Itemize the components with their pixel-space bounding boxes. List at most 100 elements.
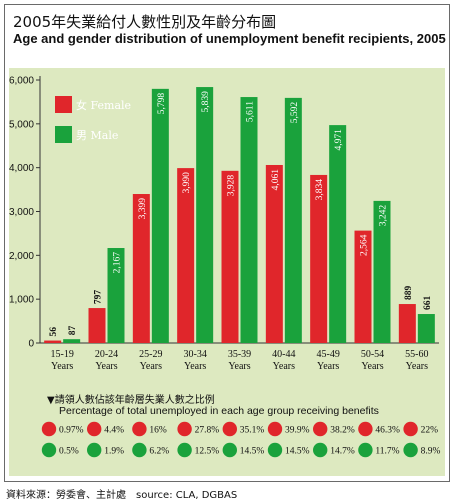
rate-dot-female-30-34 [177,421,192,437]
rate-value-female-20-24: 4.4% [104,426,124,436]
x-tick-label: 35-39 [228,349,251,360]
legend-swatch-female [55,96,72,113]
y-tick-label: 0 [28,339,34,350]
bar-female-55-60 [398,304,416,343]
rate-value-female-25-29: 16% [149,426,167,436]
rate-dot-male-40-44 [267,442,283,458]
bar-female-40-44 [265,164,283,343]
rate-dot-female-45-49 [313,421,328,437]
x-tick-unit: Years [95,361,117,372]
rate-section-heading: ▼請領人數佔該年齡層失業人數之比例 [47,395,215,406]
value-label-female-45-49: 3,834 [315,179,325,201]
bar-male-45-49 [329,125,347,344]
y-tick-label: 1,000 [9,295,34,306]
legend-label-female: 女 Female [76,98,131,112]
bar-female-50-54 [354,230,372,343]
rate-dot-female-55-60 [403,421,418,437]
value-label-female-50-54: 2,564 [360,234,370,256]
x-tick-label: 55-60 [405,349,428,360]
y-tick-label: 2,000 [9,251,34,262]
rate-dot-female-20-24 [87,421,102,437]
rate-value-male-45-49: 14.7% [330,447,355,457]
x-tick-label: 45-49 [316,349,339,360]
bar-female-35-39 [221,170,239,343]
value-label-female-25-29: 3,399 [138,198,148,220]
bar-female-25-29 [132,194,150,343]
rate-dot-male-25-29 [132,442,147,458]
rate-dot-male-15-19 [41,442,57,458]
rate-value-male-35-39: 14.5% [240,447,265,457]
value-label-female-30-34: 3,990 [182,172,192,194]
bar-female-30-34 [177,168,195,343]
rate-dot-male-55-60 [403,442,418,458]
rate-value-male-15-19: 0.5% [59,447,79,457]
bar-male-55-60 [417,314,435,343]
rate-value-female-30-34: 27.8% [195,426,220,436]
rate-section-subheading: Percentage of total unemployed in each a… [59,405,379,417]
rate-value-female-55-60: 22% [421,426,439,436]
x-tick-label: 20-24 [95,349,118,360]
x-tick-unit: Years [273,361,295,372]
rate-dot-female-25-29 [132,421,147,437]
value-label-male-50-54: 3,242 [379,205,389,227]
value-label-male-35-39: 5,611 [246,101,256,122]
rate-value-female-50-54: 46.3% [375,426,400,436]
source-note: 資料來源：勞委會、主計處 source: CLA, DGBAS [6,490,238,501]
x-tick-unit: Years [361,361,383,372]
chart-title-english: Age and gender distribution of unemploym… [13,31,446,46]
rate-dot-female-35-39 [222,421,237,437]
value-label-female-15-19: 56 [49,327,59,337]
rate-dot-male-50-54 [358,442,373,458]
value-label-male-40-44: 5,592 [290,102,300,124]
x-tick-label: 25-29 [139,349,162,360]
value-label-female-20-24: 797 [94,290,104,305]
value-label-female-35-39: 3,928 [227,175,237,197]
rate-value-male-30-34: 12.5% [195,447,220,457]
rate-dot-male-20-24 [87,442,102,458]
rate-value-female-35-39: 35.1% [240,426,265,436]
x-tick-unit: Years [406,361,428,372]
bar-male-25-29 [151,88,169,343]
bar-chart: 0 1,000 2,000 3,000 4,000 5,000 6,000 56 87 15-19… [9,76,441,458]
rate-value-male-50-54: 11.7% [375,447,399,457]
rate-value-male-20-24: 1.9% [104,447,124,457]
rate-dot-female-40-44 [267,421,283,437]
legend-swatch-male [55,126,72,143]
rate-dot-female-50-54 [358,421,373,437]
bar-male-40-44 [284,97,302,343]
x-tick-unit: Years [228,361,250,372]
x-tick-unit: Years [51,361,73,372]
value-label-male-20-24: 2,167 [113,252,123,274]
bar-female-45-49 [310,174,328,343]
bar-male-30-34 [196,87,214,344]
x-tick-unit: Years [140,361,162,372]
value-label-male-55-60: 661 [423,296,433,311]
x-tick-label: 40-44 [272,349,295,360]
chart-frame: 2005年失業給付人數性別及年齡分布圖 Age and gender distr… [4,4,450,482]
legend-label-male: 男 Male [76,129,118,142]
value-label-female-40-44: 4,061 [271,169,281,191]
y-tick-label: 3,000 [9,207,34,218]
x-tick-unit: Years [317,361,339,372]
value-label-male-45-49: 4,971 [334,129,344,151]
value-label-male-15-19: 87 [68,325,78,335]
value-label-male-25-29: 5,798 [157,93,167,115]
value-label-male-30-34: 5,839 [201,91,211,113]
y-tick-label: 4,000 [9,163,34,174]
x-tick-label: 30-34 [183,349,206,360]
rate-value-male-55-60: 8.9% [421,447,441,457]
bar-male-50-54 [373,200,391,343]
rate-dot-female-15-19 [41,421,57,437]
x-tick-label: 50-54 [361,349,384,360]
bar-male-15-19 [63,339,81,343]
x-tick-unit: Years [184,361,206,372]
y-tick-label: 6,000 [9,76,34,87]
bar-male-20-24 [107,248,125,343]
rate-value-male-25-29: 6.2% [149,447,169,457]
rate-value-female-40-44: 39.9% [285,426,310,436]
rate-dot-male-35-39 [222,442,237,458]
x-tick-label: 15-19 [50,349,73,360]
rate-value-female-15-19: 0.97% [59,426,84,436]
rate-dot-male-45-49 [313,442,328,458]
bar-male-35-39 [240,97,258,343]
